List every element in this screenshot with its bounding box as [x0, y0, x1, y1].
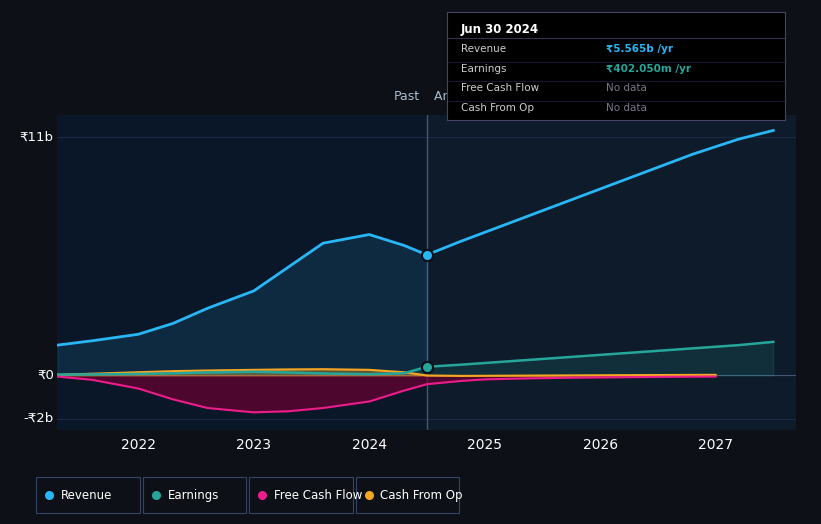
Text: ₹402.050m /yr: ₹402.050m /yr: [606, 64, 690, 74]
Bar: [57, 115, 427, 430]
Text: Past: Past: [393, 90, 420, 103]
Text: No data: No data: [606, 83, 647, 93]
Text: Free Cash Flow: Free Cash Flow: [274, 488, 362, 501]
Text: Cash From Op: Cash From Op: [380, 488, 463, 501]
Text: Jun 30 2024: Jun 30 2024: [461, 23, 539, 36]
Text: Analysts Forecasts: Analysts Forecasts: [434, 90, 551, 103]
Text: ₹11b: ₹11b: [20, 130, 54, 144]
Text: Revenue: Revenue: [62, 488, 112, 501]
Text: Free Cash Flow: Free Cash Flow: [461, 83, 539, 93]
Text: Cash From Op: Cash From Op: [461, 103, 534, 113]
Text: No data: No data: [606, 103, 647, 113]
Text: ₹5.565b /yr: ₹5.565b /yr: [606, 45, 673, 54]
Text: Revenue: Revenue: [461, 45, 506, 54]
Text: -₹2b: -₹2b: [24, 412, 54, 425]
Text: Earnings: Earnings: [167, 488, 219, 501]
Bar: [427, 115, 796, 430]
Text: ₹0: ₹0: [37, 369, 54, 382]
Text: Earnings: Earnings: [461, 64, 506, 74]
